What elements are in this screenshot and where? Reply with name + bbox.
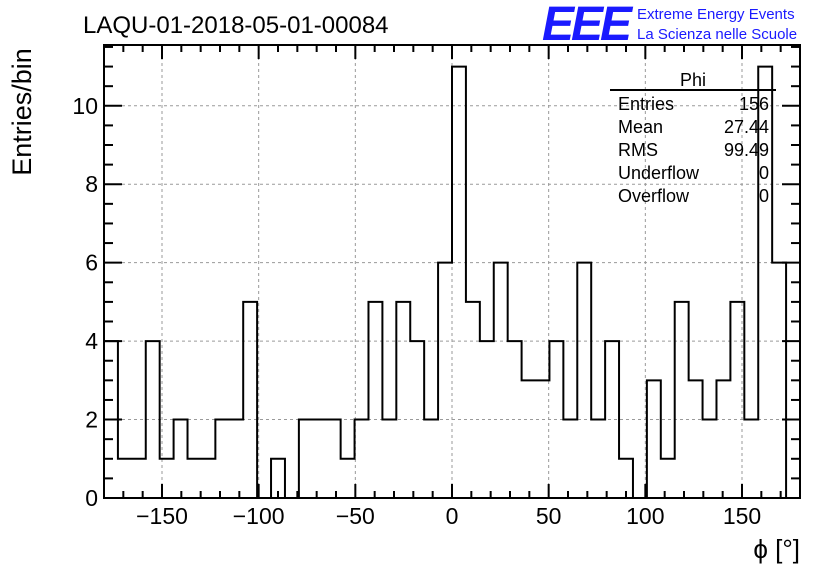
x-tick-labels: −150 −100 −50 0 50 100 150 [136, 503, 761, 529]
x-tick-label: 150 [723, 503, 761, 529]
stats-row-value: 0 [759, 186, 769, 206]
y-tick-labels: 0 2 4 6 8 10 [72, 93, 98, 511]
stats-row-value: 27.44 [724, 117, 769, 137]
brand-line-1: Extreme Energy Events [637, 6, 795, 23]
y-tick-label: 4 [85, 328, 98, 354]
x-axis-label: ϕ [°] [753, 534, 800, 564]
stats-row-label: Overflow [618, 186, 690, 206]
stats-row-value: 156 [739, 94, 769, 114]
stats-row-label: Underflow [618, 163, 700, 183]
eee-logo: EEE [542, 0, 634, 51]
x-tick-label: −150 [136, 503, 188, 529]
y-axis-label: Entries/bin [7, 48, 37, 176]
x-tick-label: −100 [233, 503, 285, 529]
axis-ticks [104, 45, 800, 498]
y-tick-label: 2 [85, 407, 98, 433]
stats-box-title: Phi [680, 70, 706, 90]
x-tick-label: 50 [536, 503, 562, 529]
stats-row-label: Mean [618, 117, 663, 137]
x-tick-label: 100 [626, 503, 664, 529]
stats-row-value: 0 [759, 163, 769, 183]
brand-line-2: La Scienza nelle Scuole [637, 26, 797, 43]
x-tick-label: −50 [336, 503, 375, 529]
stats-row-value: 99.49 [724, 140, 769, 160]
x-tick-label: 0 [446, 503, 459, 529]
stats-box: Phi Entries 156 Mean 27.44 RMS 99.49 Underflow… [610, 70, 776, 206]
histogram-outline [103, 65, 800, 499]
y-tick-label: 10 [72, 93, 98, 119]
y-tick-label: 6 [85, 250, 98, 276]
y-tick-label: 0 [85, 485, 98, 511]
y-tick-label: 8 [85, 171, 98, 197]
stats-row-label: RMS [618, 140, 658, 160]
stats-row-label: Entries [618, 94, 674, 114]
chart-title: LAQU-01-2018-05-01-00084 [83, 12, 389, 39]
